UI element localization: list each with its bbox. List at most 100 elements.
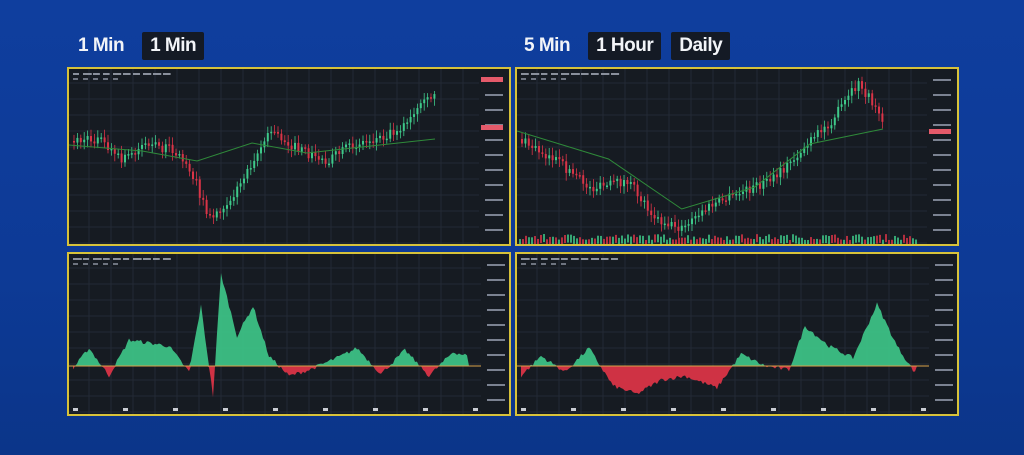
candle [864,88,867,97]
candle [793,160,795,162]
candle [823,126,826,133]
candle [83,139,86,143]
tab-1-min-b[interactable]: 1 Min [142,32,205,60]
candle [555,157,557,161]
candle [820,130,823,133]
candle [609,180,612,186]
candle [697,215,700,218]
candle [93,141,96,144]
candle [521,139,523,144]
left-price-chart[interactable] [67,67,511,246]
tab-daily[interactable]: Daily [671,32,731,60]
right-price-chart[interactable] [515,67,959,246]
candle [612,180,615,183]
candle [239,183,242,187]
candle [874,105,877,107]
candle [803,147,806,153]
candle [392,129,395,135]
candle [541,152,544,154]
candle [90,136,92,142]
candle [626,180,629,185]
candle [742,191,744,194]
candle [575,173,578,176]
candle [606,185,608,187]
candle [385,138,388,141]
candle [592,186,595,192]
candle [551,155,554,161]
candle [619,178,622,187]
chart-header-marks [521,258,618,265]
candle [653,215,656,219]
candle [589,186,591,189]
oscillator-svg [517,254,953,414]
candle [694,216,697,219]
candle [789,161,792,164]
tab-5-min[interactable]: 5 Min [524,35,571,56]
candle [178,154,181,156]
candle [409,116,412,123]
candle [752,185,755,193]
candle [779,168,782,178]
tab-1-hour[interactable]: 1 Hour [588,32,662,60]
candle [96,137,99,144]
candle [280,133,283,141]
candle [430,97,432,99]
candle [731,193,734,196]
candle [120,153,123,163]
candle [711,203,714,207]
candle [134,153,137,155]
candle [527,138,530,146]
candle [158,142,160,146]
candle [368,141,371,143]
left-oscillator-chart[interactable] [67,252,511,416]
candle [171,144,174,154]
candle [677,226,680,231]
candle [558,157,561,160]
candle [287,142,290,146]
candle [192,171,194,180]
candle [735,193,738,196]
candle [229,200,232,206]
candle [718,198,721,203]
right-oscillator-chart[interactable] [515,252,959,416]
candle [294,142,296,150]
candle [602,182,605,186]
candle [640,196,642,202]
candle [164,144,167,153]
candle [844,100,846,105]
candle [73,141,75,143]
candle [362,141,364,145]
candle [810,137,812,146]
candle [300,147,303,152]
candle [399,130,402,133]
candle [765,178,768,181]
time-axis-ticks [521,408,926,411]
candle [684,225,687,228]
candle [246,168,249,179]
candle [544,153,547,159]
candle [249,168,252,170]
candle [348,143,351,145]
chart-header-marks [73,73,171,80]
moving-average-line [517,128,884,210]
candle [691,218,693,225]
candle [663,223,666,226]
candle [806,145,809,148]
candle [215,211,218,218]
candle [633,181,636,185]
candle [433,94,436,99]
positive-area [73,273,469,366]
candle [141,144,143,149]
candle [110,148,113,151]
tab-1-min-a[interactable]: 1 Min [78,35,125,56]
candle [867,93,870,97]
candle [423,99,426,104]
candle [147,143,150,146]
candle [273,131,276,134]
candle [728,193,731,201]
candle [168,144,171,146]
candle [878,106,880,114]
candle [290,145,293,150]
candle [538,146,540,153]
candle [107,142,109,151]
